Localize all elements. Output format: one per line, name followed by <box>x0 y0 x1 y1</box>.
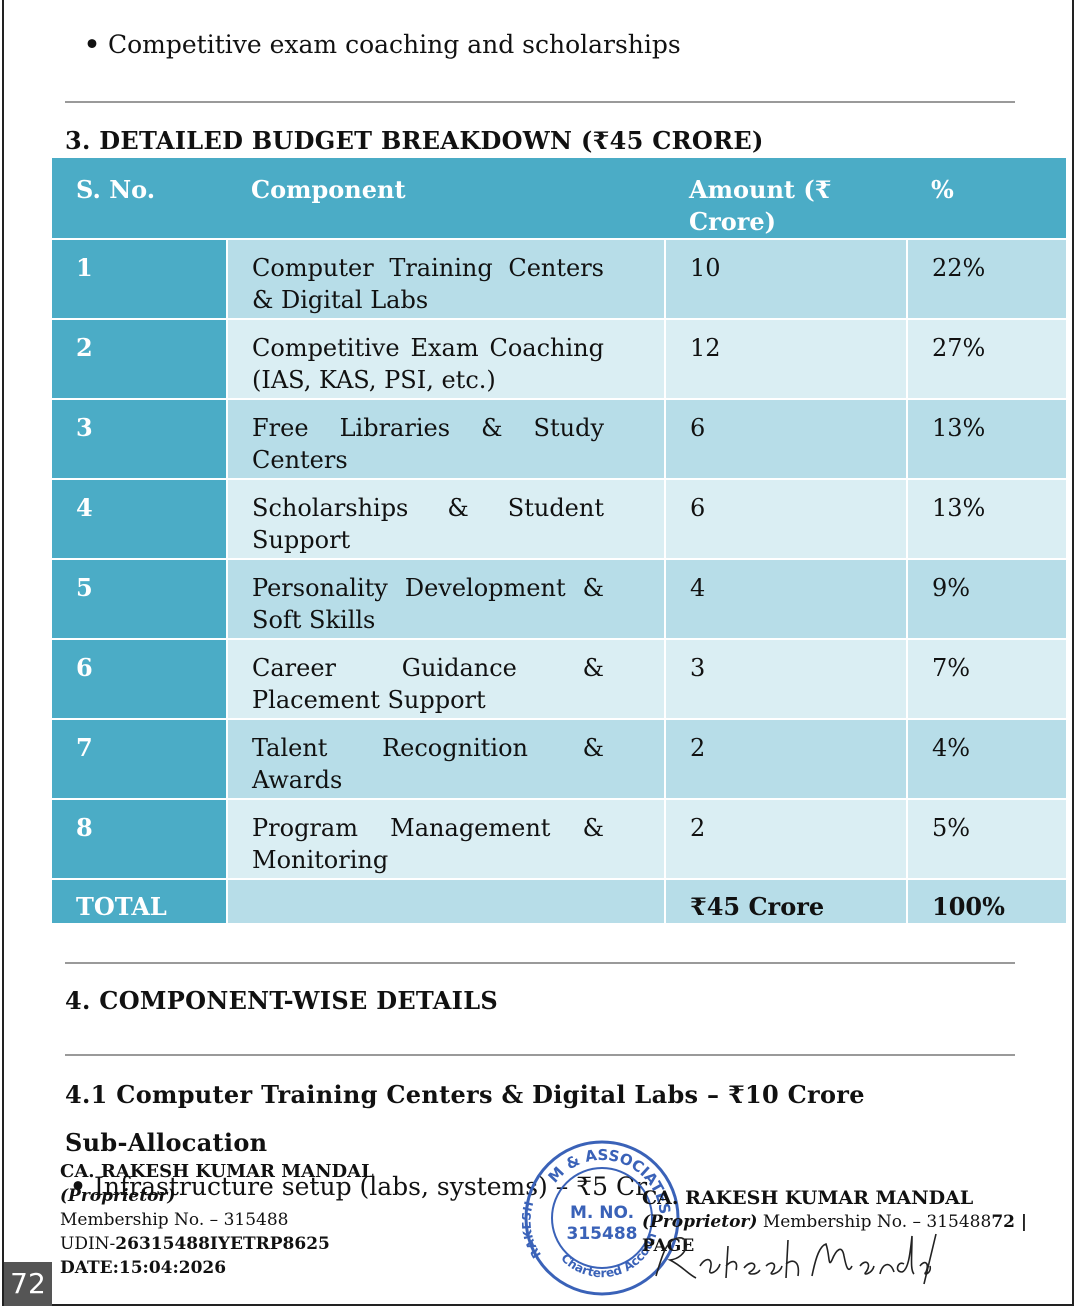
divider <box>65 1054 1015 1056</box>
footer-right-role: (Proprietor) <box>642 1212 758 1232</box>
table-row: 2 Competitive Exam Coaching (IAS, KAS, P… <box>52 318 1066 399</box>
udin-value: 26315488IYETRP8625 <box>115 1234 330 1254</box>
footer-right: CA. RAKESH KUMAR MANDAL (Proprietor) Mem… <box>642 1186 1080 1258</box>
table-row: 5 Personality Development & Soft Skills … <box>52 558 1066 639</box>
table-total-row: TOTAL ₹45 Crore 100% <box>52 878 1066 923</box>
table-row: 3 Free Libraries & Study Centers 6 13% <box>52 398 1066 479</box>
page-label: | PAGE <box>642 1212 1028 1256</box>
udin-label: UDIN- <box>60 1234 116 1254</box>
total-label: TOTAL <box>52 878 227 923</box>
row-sno: 7 <box>52 718 227 799</box>
stamp-number: 315488 <box>567 1224 638 1244</box>
footer-left: CA. RAKESH KUMAR MANDAL (Proprietor) Mem… <box>60 1160 374 1280</box>
sub-allocation-heading: Sub-Allocation <box>65 1128 268 1157</box>
row-component: Computer Training Centers & Digital Labs <box>226 238 665 319</box>
bullet-dot: • <box>70 1172 86 1201</box>
row-percent: 4% <box>906 718 1066 799</box>
row-percent: 13% <box>906 478 1066 559</box>
row-amount: 4 <box>664 558 907 639</box>
header-component: Component <box>227 158 665 239</box>
header-amount: Amount (₹ Crore) <box>665 158 907 239</box>
row-sno: 6 <box>52 638 227 719</box>
row-amount: 6 <box>664 398 907 479</box>
section-4-title: 4. COMPONENT-WISE DETAILS <box>65 986 499 1015</box>
bullet-dot: • <box>84 30 100 59</box>
signature-first <box>655 1237 800 1279</box>
row-percent: 7% <box>906 638 1066 719</box>
stamp-icon: M & ASSOCIATES Chartered Accountants RAK… <box>522 1136 680 1296</box>
footer-left-role: (Proprietor) <box>60 1186 176 1206</box>
table-row: 7 Talent Recognition & Awards 2 4% <box>52 718 1066 799</box>
row-sno: 4 <box>52 478 227 559</box>
row-amount: 2 <box>664 718 907 799</box>
row-amount: 2 <box>664 798 907 879</box>
table-row: 1 Computer Training Centers & Digital La… <box>52 238 1066 319</box>
footer-right-name: CA. RAKESH KUMAR MANDAL <box>642 1187 974 1209</box>
section-3-title: 3. DETAILED BUDGET BREAKDOWN (₹45 CRORE) <box>65 126 764 155</box>
row-percent: 13% <box>906 398 1066 479</box>
footer-left-date: DATE:15:04:2026 <box>60 1258 227 1278</box>
budget-table: S. No. Component Amount (₹ Crore) % 1 Co… <box>52 158 1066 923</box>
signature-last <box>811 1233 937 1285</box>
row-component: Scholarships & Student Support <box>226 478 665 559</box>
table-row: 8 Program Management & Monitoring 2 5% <box>52 798 1066 879</box>
divider <box>65 101 1015 103</box>
divider <box>65 962 1015 964</box>
stamp-inner-ring <box>551 1167 653 1269</box>
row-amount: 12 <box>664 318 907 399</box>
stamp-mno: M. NO. <box>570 1203 634 1223</box>
total-percent: 100% <box>906 878 1066 923</box>
footer-right-membership: Membership No. – 315488 <box>762 1212 992 1232</box>
footer-left-udin: UDIN-26315488IYETRP8625 <box>60 1232 374 1256</box>
row-percent: 22% <box>906 238 1066 319</box>
header-sno: S. No. <box>52 158 227 239</box>
row-sno: 1 <box>52 238 227 319</box>
row-component: Program Management & Monitoring <box>226 798 665 879</box>
row-component: Free Libraries & Study Centers <box>226 398 665 479</box>
row-sno: 5 <box>52 558 227 639</box>
row-sno: 3 <box>52 398 227 479</box>
row-amount: 6 <box>664 478 907 559</box>
footer-left-name: CA. RAKESH KUMAR MANDAL <box>60 1161 374 1182</box>
header-percent: % <box>907 158 1066 239</box>
row-percent: 27% <box>906 318 1066 399</box>
bullet-text: Competitive exam coaching and scholarshi… <box>108 30 681 59</box>
bullet-text: Infrastructure setup (labs, systems) – ₹… <box>93 1172 648 1201</box>
infra-bullet: • Infrastructure setup (labs, systems) –… <box>70 1172 647 1201</box>
row-component: Competitive Exam Coaching (IAS, KAS, PSI… <box>226 318 665 399</box>
top-bullet: • Competitive exam coaching and scholarsh… <box>84 30 681 59</box>
page-badge: 72 <box>4 1262 52 1306</box>
stamp-left-text: RAKESH <box>522 1200 544 1261</box>
table-header-row: S. No. Component Amount (₹ Crore) % <box>52 158 1066 239</box>
total-amount: ₹45 Crore <box>664 878 907 923</box>
footer-left-membership: Membership No. – 315488 <box>60 1210 289 1230</box>
row-sno: 2 <box>52 318 227 399</box>
row-sno: 8 <box>52 798 227 879</box>
page-number: 72 <box>991 1212 1015 1232</box>
signature-icon <box>655 1233 937 1285</box>
stamp-outer-ring <box>524 1140 680 1296</box>
row-component: Personality Development & Soft Skills <box>226 558 665 639</box>
table-row: 6 Career Guidance & Placement Support 3 … <box>52 638 1066 719</box>
row-amount: 10 <box>664 238 907 319</box>
table-row: 4 Scholarships & Student Support 6 13% <box>52 478 1066 559</box>
row-amount: 3 <box>664 638 907 719</box>
total-empty <box>226 878 665 923</box>
row-component: Talent Recognition & Awards <box>226 718 665 799</box>
section-4-1-title: 4.1 Computer Training Centers & Digital … <box>65 1080 865 1109</box>
footer-right-line: (Proprietor) Membership No. – 31548872 |… <box>642 1210 1080 1258</box>
row-percent: 5% <box>906 798 1066 879</box>
row-percent: 9% <box>906 558 1066 639</box>
row-component: Career Guidance & Placement Support <box>226 638 665 719</box>
